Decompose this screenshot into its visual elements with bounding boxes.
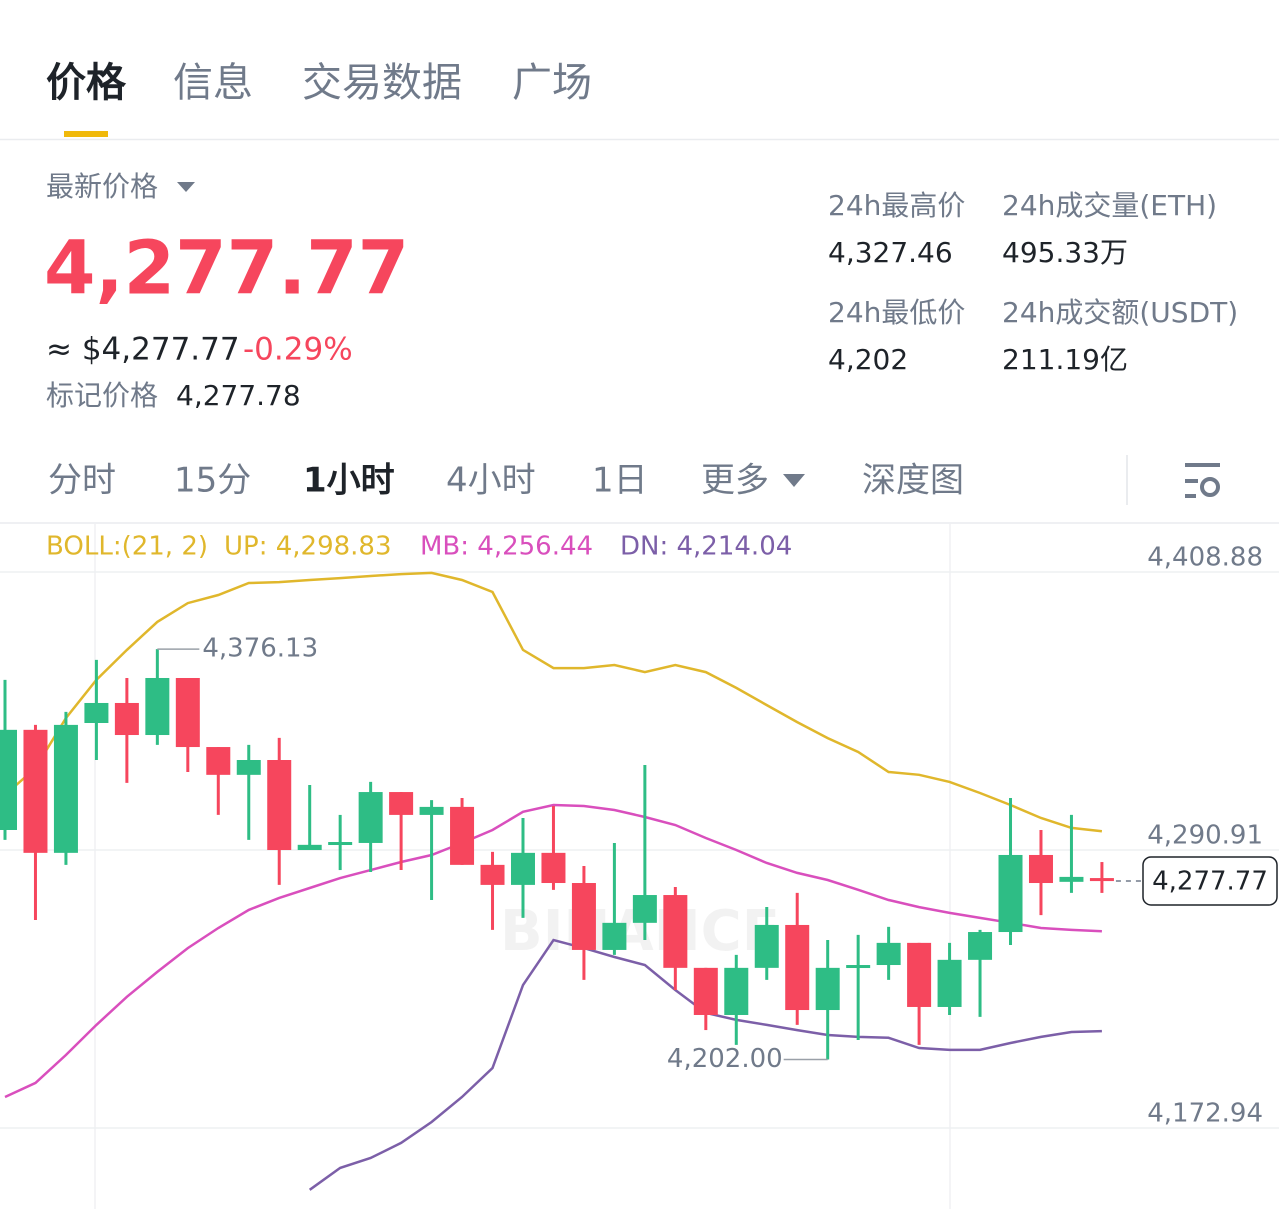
candle-body bbox=[632, 895, 657, 923]
price-label[interactable]: 最新价格 bbox=[46, 170, 158, 203]
legend-entry: UP: 4,298.83 bbox=[224, 532, 392, 562]
candle-body bbox=[968, 932, 993, 960]
price-change: -0.29% bbox=[243, 332, 353, 368]
candle-body bbox=[145, 677, 170, 736]
tab[interactable]: 价格 bbox=[46, 60, 127, 106]
candle-body bbox=[84, 702, 109, 724]
candle-body bbox=[175, 677, 200, 748]
candle-body bbox=[267, 760, 292, 851]
legend-entry: DN: 4,214.04 bbox=[620, 532, 792, 562]
candle-body bbox=[998, 854, 1023, 933]
indicator-label: BOLL:(21, 2) bbox=[46, 532, 208, 562]
candle-body bbox=[1059, 876, 1084, 882]
annotation: 4,376.13 bbox=[202, 634, 318, 664]
stat-label: 24h成交额(USDT) bbox=[1002, 296, 1238, 329]
stat-label: 24h最低价 bbox=[828, 296, 965, 329]
settings-icon[interactable] bbox=[1185, 463, 1220, 498]
candle-body bbox=[571, 883, 596, 950]
annotation: 4,202.00 bbox=[667, 1044, 783, 1074]
tab-underline bbox=[64, 131, 108, 137]
candle-body bbox=[693, 967, 718, 1015]
candle-body bbox=[602, 922, 627, 950]
tab[interactable]: 广场 bbox=[512, 60, 592, 106]
candle-body bbox=[937, 959, 962, 1007]
usd-price: ≈ $4,277.77 bbox=[46, 332, 240, 368]
last-price-box bbox=[1142, 856, 1278, 906]
dropdown-arrow[interactable] bbox=[177, 182, 195, 192]
interval[interactable]: 更多 bbox=[701, 461, 769, 501]
candle-body bbox=[358, 792, 383, 843]
candle-body bbox=[236, 760, 261, 775]
candle-body bbox=[389, 792, 414, 815]
candle-body bbox=[541, 852, 566, 884]
tab[interactable]: 交易数据 bbox=[302, 60, 462, 106]
interval[interactable]: 15分 bbox=[174, 461, 251, 501]
candle-body bbox=[0, 729, 17, 830]
stat-value: 211.19亿 bbox=[1002, 343, 1128, 376]
candle-body bbox=[206, 747, 231, 775]
candle-body bbox=[297, 844, 322, 851]
interval[interactable]: 深度图 bbox=[862, 461, 964, 501]
y-tick-label: 4,172.94 bbox=[1147, 1099, 1263, 1129]
stat-label: 24h成交量(ETH) bbox=[1002, 189, 1217, 222]
candle-body bbox=[876, 942, 901, 966]
interval[interactable]: 1日 bbox=[592, 461, 648, 501]
stat-label: 24h最高价 bbox=[828, 189, 965, 222]
last-price: 4,277.77 bbox=[44, 226, 409, 312]
candle-body bbox=[724, 967, 749, 1015]
candle-body bbox=[1089, 878, 1114, 882]
tab[interactable]: 信息 bbox=[173, 60, 253, 106]
candle-body bbox=[23, 729, 48, 853]
candle-body bbox=[754, 924, 779, 968]
candle-body bbox=[419, 806, 444, 815]
candle-body bbox=[663, 895, 688, 968]
last-price-label: 4,277.77 bbox=[1152, 866, 1268, 896]
boll-line bbox=[4, 571, 1103, 833]
y-tick-label: 4,408.88 bbox=[1147, 542, 1263, 572]
mark-price: 4,277.78 bbox=[176, 379, 301, 412]
y-tick-label: 4,290.91 bbox=[1147, 820, 1263, 850]
candle-body bbox=[510, 852, 535, 885]
chart: BINANCE bbox=[0, 524, 1279, 1209]
stat-value: 4,202 bbox=[828, 343, 908, 376]
interval[interactable]: 分时 bbox=[48, 461, 116, 501]
candle-body bbox=[114, 702, 139, 736]
legend-entry: MB: 4,256.44 bbox=[420, 532, 593, 562]
interval[interactable]: 1小时 bbox=[303, 461, 395, 501]
candle-body bbox=[1028, 854, 1053, 884]
mark-label: 标记价格 bbox=[46, 379, 158, 412]
candle-body bbox=[907, 942, 932, 1007]
candle-body bbox=[480, 864, 505, 885]
candle-body bbox=[450, 806, 475, 865]
interval[interactable]: 4小时 bbox=[446, 461, 536, 501]
stat-value: 4,327.46 bbox=[828, 236, 953, 269]
boll-line bbox=[4, 803, 1102, 1099]
candle-body bbox=[328, 842, 353, 846]
candle-body bbox=[846, 965, 871, 969]
candle-body bbox=[815, 967, 840, 1011]
stat-value: 495.33万 bbox=[1002, 236, 1128, 269]
candle-body bbox=[53, 724, 78, 853]
dropdown-arrow[interactable] bbox=[783, 474, 805, 487]
candle-body bbox=[785, 924, 810, 1011]
